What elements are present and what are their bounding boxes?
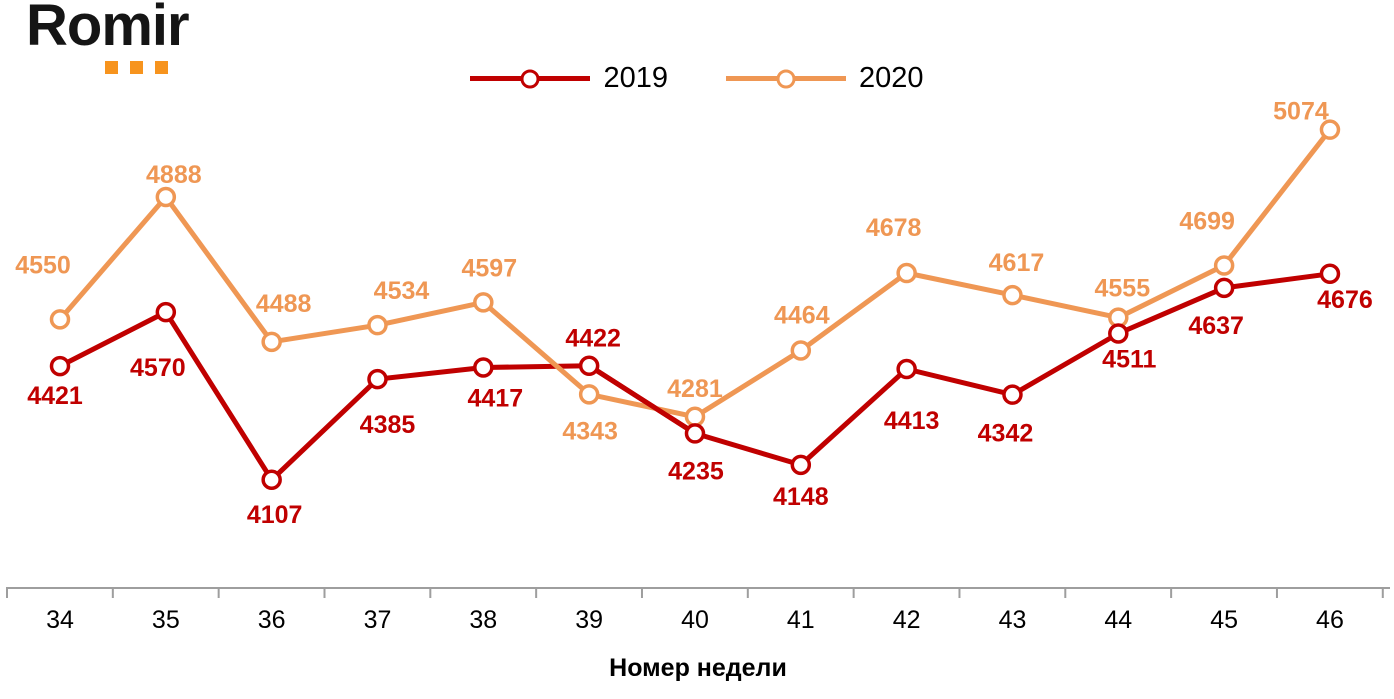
marker-2020-wk42 xyxy=(896,262,917,284)
value-label-2019-wk38: 4417 xyxy=(468,385,524,413)
marker-2019-wk43 xyxy=(1002,384,1023,405)
legend-marker-2019 xyxy=(470,67,591,91)
data-label-layer: 4421 4570 4107 4385 4417 4422 4235 4148 4413 4342… xyxy=(15,98,1373,529)
x-tick-label-39: 39 xyxy=(575,606,603,634)
value-label-2020-wk38: 4597 xyxy=(462,254,518,282)
legend-dot-icon xyxy=(520,69,540,88)
x-axis-title: Номер недели xyxy=(609,654,787,682)
marker-2020-wk41 xyxy=(790,340,812,361)
logo-square-icon xyxy=(130,61,143,74)
marker-2019-wk34 xyxy=(49,355,71,377)
marker-2020-wk36 xyxy=(261,331,282,353)
value-label-2020-wk34: 4550 xyxy=(15,251,71,279)
marker-2020-wk35 xyxy=(155,186,177,208)
value-label-2019-wk43: 4342 xyxy=(978,420,1034,448)
x-tick-label-37: 37 xyxy=(364,606,392,634)
x-tick-label-43: 43 xyxy=(999,606,1027,634)
marker-2019-wk46 xyxy=(1319,263,1341,285)
x-tick-label-38: 38 xyxy=(469,606,497,634)
x-tick-label-42: 42 xyxy=(893,606,921,634)
x-tick-label-40: 40 xyxy=(681,606,709,634)
value-label-2019-wk44: 4511 xyxy=(1102,346,1156,374)
marker-2020-wk38 xyxy=(473,292,494,313)
series-line-2020 xyxy=(58,128,1332,420)
logo-square-icon xyxy=(155,61,168,74)
value-label-2020-wk44: 4555 xyxy=(1094,275,1150,303)
value-label-2020-wk43: 4617 xyxy=(989,249,1045,277)
series-line-2019-overlay xyxy=(587,363,697,436)
x-tick-label-34: 34 xyxy=(46,606,74,634)
value-label-2020-wk35: 4888 xyxy=(146,161,202,189)
value-label-2020-wk36: 4488 xyxy=(256,290,312,318)
romir-logo-text: Romir xyxy=(26,0,190,58)
x-tick-label-35: 35 xyxy=(152,606,180,634)
value-label-2019-wk45: 4637 xyxy=(1188,312,1244,340)
value-label-2020-wk45: 4699 xyxy=(1179,207,1235,235)
x-axis: 34 35 36 37 38 39 40 41 42 43 44 45 46 xyxy=(6,587,1390,634)
marker-2020-wk40 xyxy=(684,406,706,428)
legend-item-2020: 2020 xyxy=(726,62,924,95)
value-label-2019-wk34: 4421 xyxy=(27,382,83,410)
value-label-2019-wk41: 4148 xyxy=(773,483,829,511)
marker-2019-wk39 xyxy=(578,355,600,376)
marker-2019-wk44 xyxy=(1108,323,1129,344)
value-label-2019-wk46: 4676 xyxy=(1317,286,1373,314)
value-label-2019-wk35: 4570 xyxy=(130,354,186,382)
legend-dot-icon xyxy=(776,69,796,88)
legend-marker-2020 xyxy=(726,67,846,91)
marker-2019-wk35 xyxy=(155,301,177,323)
logo-square-icon xyxy=(105,61,118,74)
value-label-2019-wk37: 4385 xyxy=(360,411,416,439)
value-label-2020-wk46: 5074 xyxy=(1273,98,1329,126)
x-tick-label-36: 36 xyxy=(258,606,286,634)
logo-accent-squares-icon xyxy=(105,61,180,79)
marker-2019-wk42 xyxy=(896,358,917,380)
marker-2020-wk39 xyxy=(578,384,600,405)
marker-2020-wk45 xyxy=(1213,255,1235,276)
marker-2020-wk34 xyxy=(49,309,71,330)
marker-2020-wk46 xyxy=(1319,119,1341,140)
series-layer xyxy=(49,119,1341,491)
x-tick-label-46: 46 xyxy=(1316,606,1344,634)
value-label-2020-wk42: 4678 xyxy=(866,214,922,242)
value-label-2020-wk41: 4464 xyxy=(774,302,830,330)
legend-item-2019: 2019 xyxy=(470,62,668,95)
value-label-2019-wk36: 4107 xyxy=(247,501,303,529)
value-label-2019-wk39: 4422 xyxy=(565,325,621,353)
legend-label-2019: 2019 xyxy=(603,62,668,94)
marker-2019-wk36 xyxy=(261,469,282,491)
value-label-2019-wk40: 4235 xyxy=(668,457,724,485)
value-label-2020-wk40: 4281 xyxy=(667,375,723,403)
x-tick-label-45: 45 xyxy=(1210,606,1238,634)
marker-2019-wk45 xyxy=(1213,277,1235,299)
value-label-2019-wk42: 4413 xyxy=(884,407,940,435)
marker-2019-wk37 xyxy=(367,368,388,390)
chart-legend: 2019 2020 xyxy=(0,62,1394,95)
marker-2019-wk38 xyxy=(473,357,494,378)
x-tick-label-41: 41 xyxy=(787,606,815,634)
value-label-2020-wk39: 4343 xyxy=(562,417,618,445)
value-label-2020-wk37: 4534 xyxy=(374,277,430,305)
marker-2020-wk43 xyxy=(1002,284,1023,306)
legend-label-2020: 2020 xyxy=(859,62,924,94)
marker-2020-wk37 xyxy=(367,314,388,336)
x-tick-label-44: 44 xyxy=(1104,606,1132,634)
romir-logo: Romir xyxy=(26,0,190,74)
marker-2019-wk41 xyxy=(790,454,812,476)
marker-2019-wk40 xyxy=(684,423,706,444)
